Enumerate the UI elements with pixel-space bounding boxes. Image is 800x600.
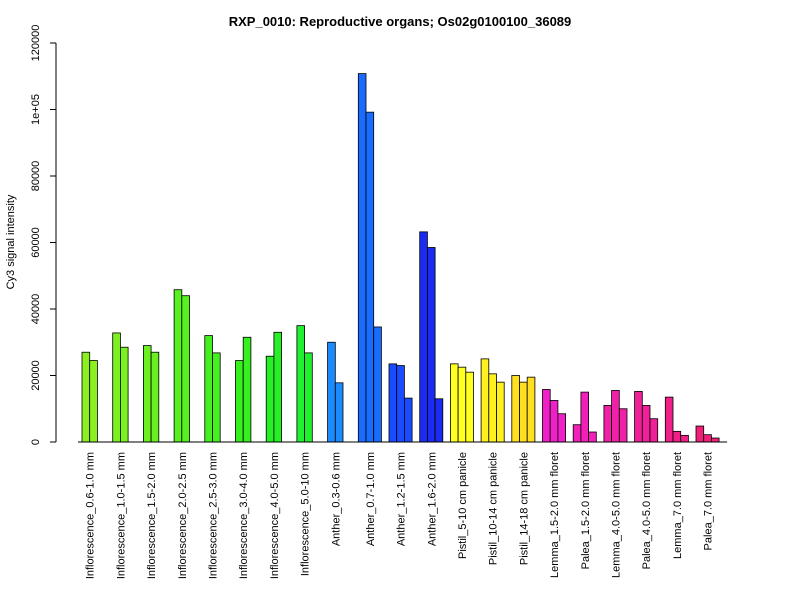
bar (365, 111, 375, 443)
bar (81, 351, 91, 443)
x-tick-label: Palea_1.5-2.0 mm floret (580, 452, 592, 569)
bar (488, 373, 497, 443)
bar (327, 341, 336, 443)
bar (388, 363, 398, 443)
x-tick-label: Inflorescence_1.5-2.0 mm (146, 452, 158, 579)
x-tick-label: Pistil_10-14 cm panicle (488, 452, 500, 565)
x-tick-label: Inflorescence_5.0-10 mm (300, 452, 312, 576)
bar (465, 371, 474, 443)
x-tick-label: Inflorescence_1.0-1.5 mm (115, 452, 127, 579)
bar (480, 358, 490, 443)
bar (511, 375, 520, 443)
x-tick-label: Pistil_14-18 cm panicle (518, 452, 530, 565)
bar (120, 346, 129, 443)
bar (235, 360, 244, 443)
bar (603, 405, 613, 443)
bar (542, 389, 551, 443)
bar (641, 405, 651, 443)
x-tick-label: Palea_4.0-5.0 mm floret (641, 452, 653, 569)
bar (588, 431, 597, 443)
bar (634, 391, 643, 443)
y-axis-ticks: 0 20000 40000 60000 80000 1e+05 120000 (30, 25, 56, 445)
x-tick-label: Anther_1.2-1.5 mm (396, 452, 408, 546)
bar (150, 351, 160, 443)
bar (649, 418, 659, 443)
bar (181, 295, 190, 443)
x-tick-label: Inflorescence_2.5-3.0 mm (208, 452, 220, 579)
bar (703, 434, 712, 443)
bar (557, 413, 567, 443)
bar (526, 376, 536, 443)
bar (419, 231, 428, 443)
bar (89, 360, 98, 443)
y-tick-label: 0 (30, 439, 42, 445)
bars (78, 73, 728, 443)
bar (396, 365, 405, 443)
x-axis-labels: Inflorescence_0.6-1.0 mm Inflorescence_1.… (85, 452, 715, 579)
x-tick-label: Inflorescence_3.0-4.0 mm (238, 452, 250, 579)
bar (296, 325, 305, 443)
bar (357, 73, 367, 443)
bar (426, 247, 436, 443)
x-tick-label: Anther_1.6-2.0 mm (426, 452, 438, 546)
bar (112, 332, 121, 443)
x-tick-label: Lemma_7.0 mm floret (672, 452, 684, 559)
bar (580, 391, 590, 443)
x-tick-label: Lemma_4.0-5.0 mm floret (610, 452, 622, 578)
bar (680, 434, 689, 443)
bar (273, 331, 282, 443)
bar (403, 397, 413, 443)
bar (711, 437, 720, 443)
x-tick-label: Inflorescence_4.0-5.0 mm (269, 452, 281, 579)
chart-title: RXP_0010: Reproductive organs; Os02g0100… (229, 14, 572, 29)
bar (173, 289, 183, 443)
bar (242, 336, 252, 443)
y-tick-label: 80000 (30, 161, 42, 192)
x-tick-label: Anther_0.3-0.6 mm (330, 452, 342, 546)
bar (434, 398, 444, 443)
bar (549, 400, 559, 443)
bar (664, 396, 674, 443)
bar (265, 355, 275, 443)
y-axis-label: Cy3 signal intensity (5, 194, 17, 289)
x-tick-label: Inflorescence_0.6-1.0 mm (85, 452, 97, 579)
bar (304, 352, 313, 443)
bar (672, 430, 682, 443)
bar (449, 363, 459, 443)
y-tick-label: 20000 (30, 360, 42, 391)
y-tick-label: 40000 (30, 294, 42, 325)
bar (373, 326, 382, 443)
y-tick-label: 1e+05 (30, 94, 42, 125)
bar (572, 424, 582, 443)
bar (204, 335, 213, 443)
y-tick-label: 120000 (30, 25, 42, 62)
bar (334, 382, 344, 443)
bar (212, 352, 221, 443)
x-tick-label: Lemma_1.5-2.0 mm floret (549, 452, 561, 578)
x-tick-label: Inflorescence_2.0-2.5 mm (177, 452, 189, 579)
y-tick-label: 60000 (30, 227, 42, 258)
bar (695, 425, 705, 443)
bar (618, 408, 628, 443)
x-tick-label: Pistil_5-10 cm panicle (457, 452, 469, 559)
bar (611, 390, 620, 443)
bar (496, 381, 505, 443)
x-tick-label: Palea_7.0 mm floret (703, 452, 715, 550)
bar (457, 366, 467, 443)
x-tick-label: Anther_0.7-1.0 mm (365, 452, 377, 546)
bar (142, 345, 152, 443)
bar (519, 381, 528, 443)
